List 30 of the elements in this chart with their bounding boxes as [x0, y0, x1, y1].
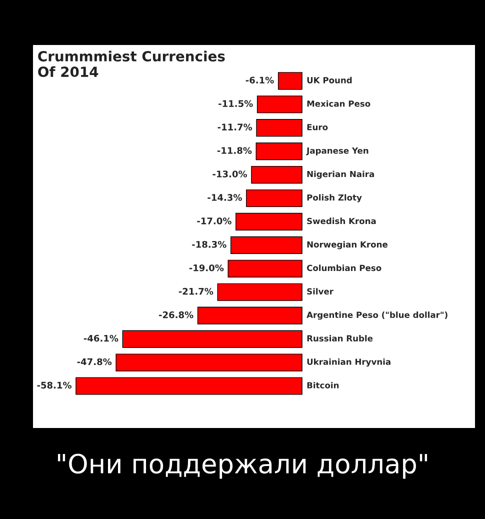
data-label: -11.7% — [218, 124, 252, 130]
y-tick-label: Bitcoin — [307, 382, 339, 388]
y-tick-label: UK Pound — [307, 76, 352, 84]
y-tick-label: Polish Zloty — [307, 194, 362, 202]
data-label: -47.8% — [77, 358, 112, 366]
y-tick-label: Columbian Peso — [306, 264, 382, 272]
chart-title: Crummmiest Currencies Of 2014 — [38, 50, 225, 78]
text: "Они поддержали доллар" — [58, 454, 428, 479]
y-tick-label: Norwegian Krone — [307, 241, 388, 250]
data-label: -18.3% — [192, 240, 226, 248]
y-tick-label: Silver — [307, 288, 334, 295]
y-tick-label: Mexican Peso — [307, 100, 370, 107]
data-label: -14.3% — [208, 194, 242, 201]
y-tick-label: Euro — [307, 124, 328, 130]
data-label: -6.1% — [246, 76, 274, 84]
y-tick-label: Nigerian Naira — [307, 170, 374, 179]
y-tick-label: Argentine Peso ("blue dollar") — [306, 312, 448, 320]
data-label: -13.0% — [212, 170, 248, 178]
data-label: -17.0% — [197, 218, 232, 224]
data-label: -58.1% — [37, 382, 72, 389]
data-label: -19.0% — [189, 264, 224, 272]
data-label: -21.7% — [178, 288, 214, 295]
y-tick-label: Japanese Yen — [306, 148, 368, 156]
data-label: -26.8% — [159, 311, 194, 318]
y-tick-label: Swedish Krona — [307, 218, 376, 224]
data-label: -11.5% — [218, 100, 253, 107]
data-label: -11.8% — [217, 147, 252, 154]
y-tick-label: Russian Ruble — [307, 335, 373, 342]
y-tick-label: Ukrainian Hryvnia — [307, 358, 390, 367]
data-label: -46.1% — [84, 334, 118, 342]
